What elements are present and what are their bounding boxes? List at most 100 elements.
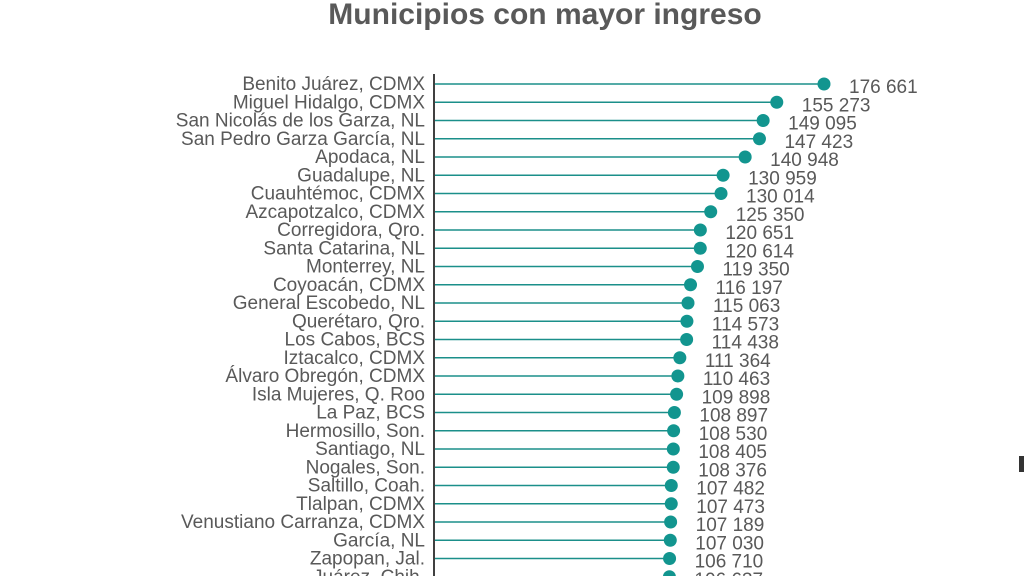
lollipop-dot bbox=[817, 77, 831, 91]
value-label: 109 898 bbox=[702, 387, 771, 408]
chart-row: Saltillo, Coah. 107 482 bbox=[308, 476, 765, 500]
chart-row: Zapopan, Jal. 106 710 bbox=[310, 549, 763, 573]
lollipop-dot bbox=[666, 442, 680, 456]
category-label: Guadalupe, NL bbox=[297, 165, 425, 186]
chart-row: Guadalupe, NL 130 959 bbox=[297, 165, 817, 189]
value-label: 107 030 bbox=[695, 533, 764, 554]
chart-row: Cuauhtémoc, CDMX 130 014 bbox=[251, 184, 815, 208]
chart-row: Miguel Hidalgo, CDMX 155 273 bbox=[233, 92, 871, 116]
value-label: 149 095 bbox=[788, 114, 857, 135]
value-label: 110 463 bbox=[703, 369, 770, 390]
category-label: Santa Catarina, NL bbox=[263, 238, 425, 259]
value-label: 155 273 bbox=[802, 95, 871, 116]
category-label: Santiago, NL bbox=[315, 439, 425, 460]
category-label: Los Cabos, BCS bbox=[285, 330, 425, 351]
lollipop-dot bbox=[681, 296, 695, 310]
category-label: Coyoacán, CDMX bbox=[273, 275, 425, 296]
chart-row: Los Cabos, BCS 114 438 bbox=[285, 330, 779, 354]
chart-title: Municipios con mayor ingreso bbox=[328, 0, 762, 31]
value-label: 106 637 bbox=[694, 570, 763, 576]
lollipop-dot bbox=[662, 570, 676, 576]
value-label: 130 014 bbox=[746, 187, 815, 208]
chart-row: Apodaca, NL 140 948 bbox=[315, 147, 839, 171]
chart-row: Isla Mujeres, Q. Roo 109 898 bbox=[252, 384, 770, 408]
category-label: Tlalpan, CDMX bbox=[296, 494, 425, 515]
chart-row: General Escobedo, NL 115 063 bbox=[233, 293, 781, 317]
chart-row: García, NL 107 030 bbox=[333, 530, 764, 554]
category-label: Juárez, Chih. bbox=[313, 567, 425, 576]
category-label: Miguel Hidalgo, CDMX bbox=[233, 92, 426, 113]
chart-row: La Paz, BCS 108 897 bbox=[316, 403, 768, 427]
category-label: San Nicolás de los Garza, NL bbox=[176, 111, 425, 132]
chart-row: Iztacalco, CDMX 111 364 bbox=[284, 348, 772, 372]
value-label: 119 350 bbox=[722, 260, 789, 281]
value-label: 176 661 bbox=[849, 77, 918, 98]
chart-row: San Pedro Garza García, NL 147 423 bbox=[181, 129, 853, 153]
value-label: 108 405 bbox=[698, 442, 767, 463]
lollipop-dot bbox=[667, 424, 681, 438]
chart-row: Santiago, NL 108 405 bbox=[315, 439, 767, 463]
category-label: García, NL bbox=[333, 530, 425, 551]
category-label: Saltillo, Coah. bbox=[308, 476, 425, 497]
value-label: 111 364 bbox=[705, 351, 771, 372]
chart-row: Hermosillo, Son. 108 530 bbox=[286, 421, 768, 445]
value-label: 106 710 bbox=[695, 552, 764, 573]
value-label: 120 651 bbox=[725, 223, 794, 244]
lollipop-dot bbox=[756, 114, 770, 127]
value-label: 140 948 bbox=[770, 150, 839, 171]
lollipop-dot bbox=[663, 533, 677, 547]
lollipop-dot bbox=[680, 314, 694, 328]
value-label: 108 530 bbox=[699, 424, 768, 445]
value-label: 147 423 bbox=[784, 132, 853, 153]
value-label: 115 063 bbox=[713, 296, 780, 317]
lollipop-dot bbox=[666, 460, 680, 474]
lollipop-dot bbox=[716, 168, 730, 182]
lollipop-dot bbox=[671, 369, 685, 383]
value-label: 108 376 bbox=[698, 460, 767, 481]
chart-row: San Nicolás de los Garza, NL 149 095 bbox=[176, 111, 857, 135]
value-label: 130 959 bbox=[748, 168, 817, 189]
lollipop-dot bbox=[673, 351, 687, 365]
category-label: Corregidora, Qro. bbox=[277, 220, 425, 241]
lollipop-dot bbox=[704, 205, 718, 219]
value-label: 125 350 bbox=[736, 205, 805, 226]
chart-row: Corregidora, Qro. 120 651 bbox=[277, 220, 794, 244]
value-label: 120 614 bbox=[725, 241, 794, 262]
chart-row: Venustiano Carranza, CDMX 107 189 bbox=[181, 512, 764, 536]
lollipop-dot bbox=[680, 333, 694, 346]
value-label: 116 197 bbox=[716, 278, 783, 299]
chart-row: Juárez, Chih. 106 637 bbox=[313, 567, 763, 576]
lollipop-dot bbox=[670, 387, 684, 401]
lollipop-dot bbox=[664, 479, 678, 492]
edge-marker bbox=[1019, 456, 1024, 472]
category-label: Querétaro, Qro. bbox=[292, 311, 425, 332]
category-label: Isla Mujeres, Q. Roo bbox=[252, 384, 425, 405]
chart-row: Querétaro, Qro. 114 573 bbox=[292, 311, 779, 335]
chart-row: Monterrey, NL 119 350 bbox=[306, 257, 790, 281]
value-label: 107 189 bbox=[696, 515, 765, 536]
category-label: Zapopan, Jal. bbox=[310, 549, 425, 570]
value-label: 107 482 bbox=[696, 479, 765, 500]
chart-row: Santa Catarina, NL 120 614 bbox=[263, 238, 794, 262]
chart-row: Coyoacán, CDMX 116 197 bbox=[273, 275, 783, 299]
category-label: La Paz, BCS bbox=[316, 403, 425, 424]
category-label: Álvaro Obregón, CDMX bbox=[225, 366, 425, 387]
category-label: Azcapotzalco, CDMX bbox=[245, 202, 425, 223]
category-label: Iztacalco, CDMX bbox=[284, 348, 426, 369]
category-label: Hermosillo, Son. bbox=[286, 421, 425, 442]
category-label: Apodaca, NL bbox=[315, 147, 425, 168]
chart-row: Nogales, Son. 108 376 bbox=[306, 457, 767, 481]
value-label: 108 897 bbox=[699, 406, 768, 427]
lollipop-dot bbox=[693, 241, 707, 255]
lollipop-dot bbox=[693, 223, 707, 237]
value-label: 107 473 bbox=[696, 497, 765, 518]
category-label: Nogales, Son. bbox=[306, 457, 425, 478]
chart-row: Benito Juárez, CDMX 176 661 bbox=[242, 74, 917, 98]
value-label: 114 573 bbox=[712, 314, 779, 335]
lollipop-dot bbox=[690, 260, 704, 273]
lollipop-dot bbox=[664, 515, 678, 529]
lollipop-dot bbox=[738, 150, 752, 164]
lollipop-dot bbox=[667, 406, 681, 419]
